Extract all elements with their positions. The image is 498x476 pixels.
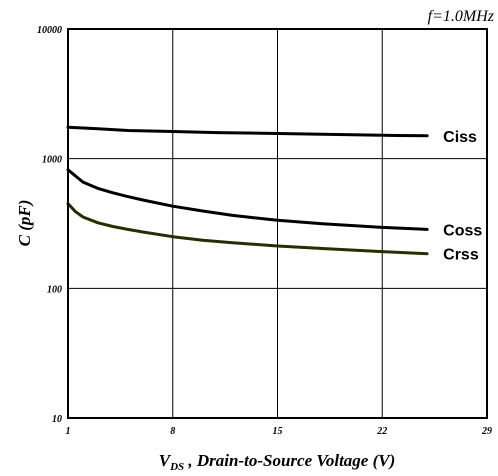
x-axis-title-main: V: [159, 451, 172, 470]
y-tick-label: 1000: [42, 155, 62, 166]
y-tick-label: 10: [52, 414, 62, 425]
plot-frame: [67, 28, 488, 419]
series-lines: [66, 125, 429, 256]
x-tick-labels: 1 8 15 22 29: [66, 426, 493, 437]
x-axis-title: VDS , Drain-to-Source Voltage (V): [159, 451, 396, 473]
y-tick-label: 100: [47, 284, 62, 295]
y-tick-labels: 10 100 1000 10000: [37, 25, 62, 425]
x-axis-title-subscript: DS: [169, 461, 184, 473]
series-label-coss: Coss: [443, 222, 482, 239]
series-line-crss: [66, 202, 429, 256]
series-label-ciss: Ciss: [443, 129, 477, 146]
series-line-coss: [66, 168, 429, 231]
grid-lines: [68, 29, 487, 418]
y-tick-label: 10000: [37, 25, 62, 36]
x-tick-label: 8: [170, 426, 175, 437]
x-tick-label: 1: [66, 426, 71, 437]
series-labels: Ciss Coss Crss: [443, 129, 482, 264]
x-axis-title-rest: , Drain-to-Source Voltage (V): [184, 451, 395, 470]
x-tick-label: 29: [481, 426, 492, 437]
x-tick-label: 15: [273, 426, 283, 437]
series-label-crss: Crss: [443, 247, 479, 264]
y-axis-title: C (pF): [15, 200, 34, 247]
series-line-ciss: [66, 125, 429, 138]
x-tick-label: 22: [376, 426, 387, 437]
frequency-annotation: f=1.0MHz: [428, 8, 495, 25]
